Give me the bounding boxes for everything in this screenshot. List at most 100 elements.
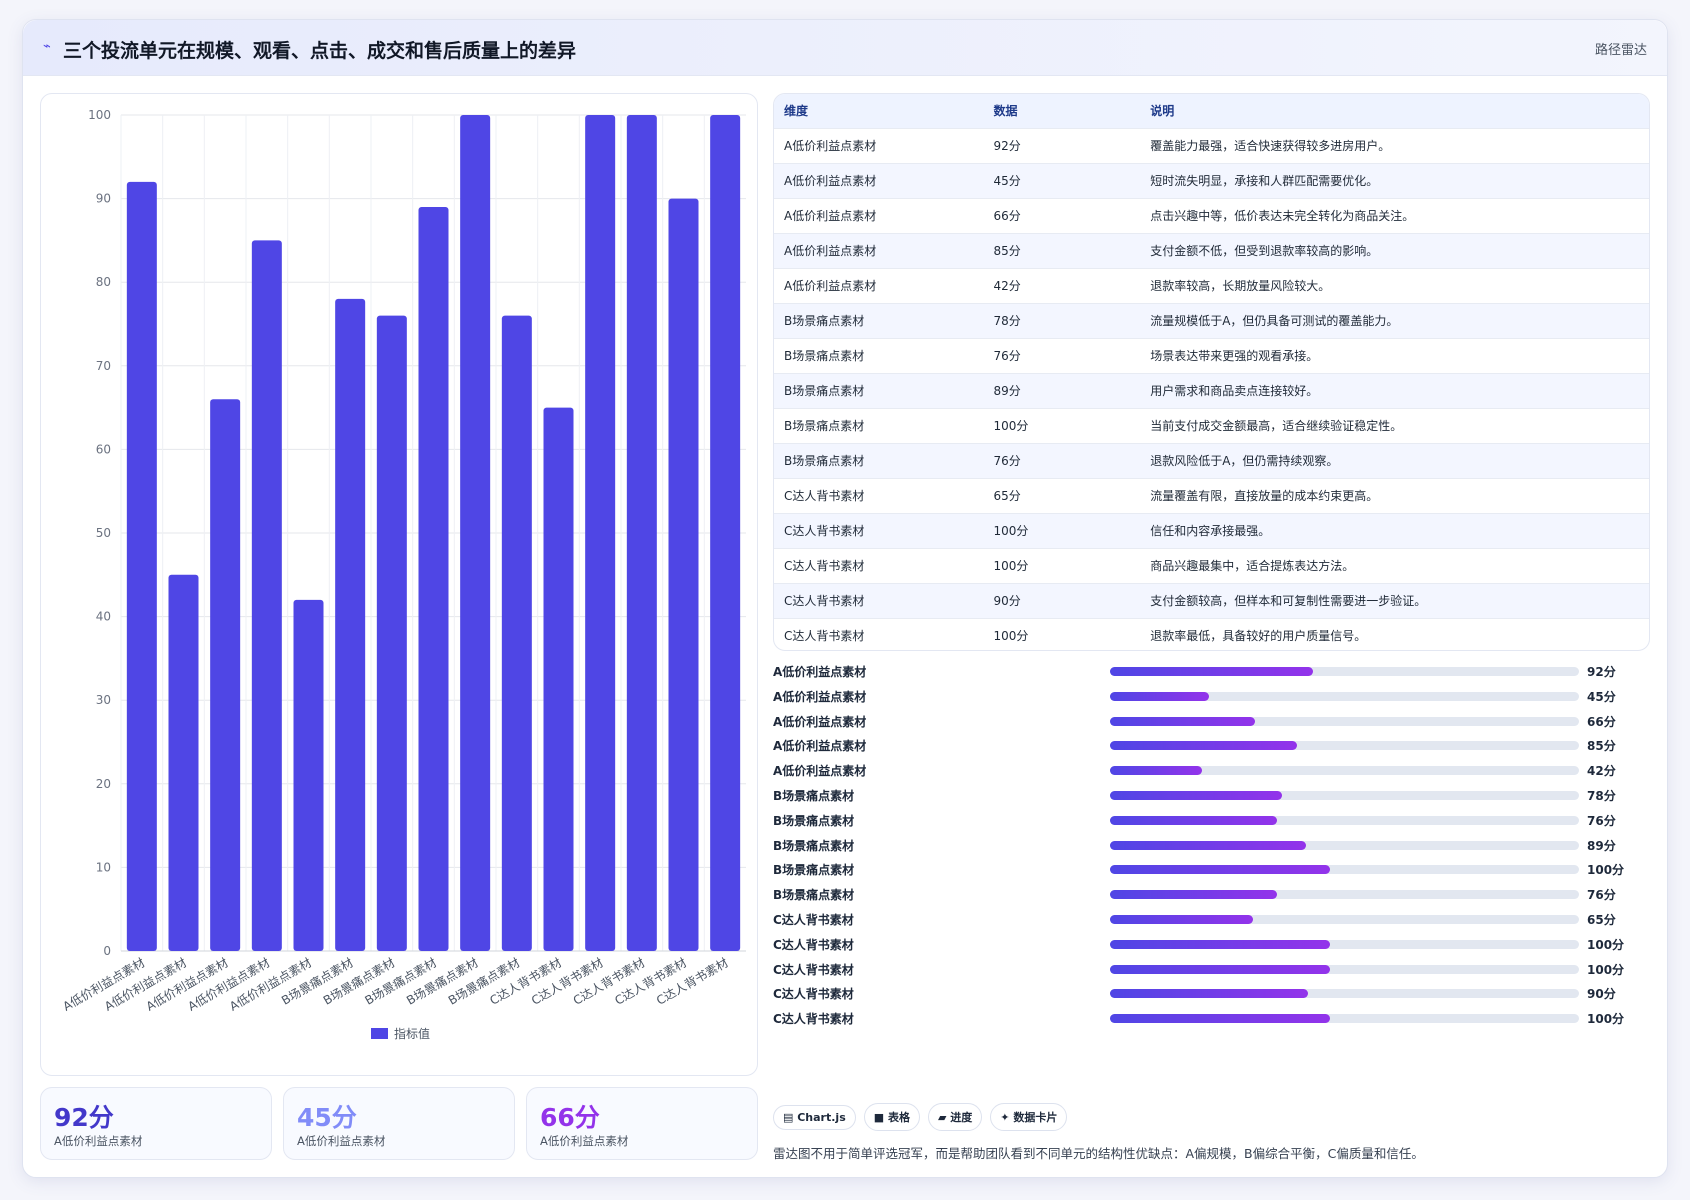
cell: 支付金额不低，但受到退款率较高的影响。 xyxy=(1140,232,1649,268)
cell: C达人背书素材 xyxy=(774,582,984,618)
cell: 65分 xyxy=(983,477,1141,513)
column-header: 维度 xyxy=(774,94,984,128)
progress-value: 100分 xyxy=(1587,863,1625,878)
cell: A低价利益点素材 xyxy=(774,127,984,163)
y-tick-label: 10 xyxy=(96,860,111,874)
progress-track xyxy=(1110,667,1579,676)
cell: 42分 xyxy=(983,267,1141,303)
cell: C达人背书素材 xyxy=(774,477,984,513)
progress-label: A低价利益点素材 xyxy=(773,689,867,704)
kpi-value: 66分 xyxy=(540,1103,600,1132)
legend-swatch xyxy=(371,1028,388,1039)
progress-fill xyxy=(1110,1014,1331,1024)
progress-value: 65分 xyxy=(1587,913,1616,927)
cell: 90分 xyxy=(983,582,1141,618)
progress-fill xyxy=(1110,815,1278,825)
cell: 100分 xyxy=(983,407,1141,443)
y-tick-label: 90 xyxy=(96,192,111,206)
cell: 76分 xyxy=(983,442,1141,478)
tag-label: 数据卡片 xyxy=(1013,1111,1058,1124)
bar xyxy=(710,115,741,951)
table-row: B场景痛点素材 76分 退款风险低于A，但仍需持续观察。 xyxy=(774,442,1649,478)
table-row: A低价利益点素材 92分 覆盖能力最强，适合快速获得较多进房用户。 xyxy=(774,127,1649,163)
y-tick-label: 80 xyxy=(96,275,111,289)
cell: C达人背书素材 xyxy=(774,547,984,583)
bar xyxy=(126,181,157,951)
cell: 92分 xyxy=(983,127,1141,163)
x-tick-label: C达人背书素材 xyxy=(654,955,731,1007)
cell: 流量规模低于A，但仍具备可测试的覆盖能力。 xyxy=(1140,302,1649,338)
progress-value: 90分 xyxy=(1587,987,1616,1002)
bar xyxy=(251,240,282,951)
progress-fill xyxy=(1110,865,1331,875)
cell: A低价利益点素材 xyxy=(774,232,984,268)
y-tick-label: 100 xyxy=(88,108,111,122)
progress-value: 100分 xyxy=(1587,937,1625,952)
kpi-card: 45分 A低价利益点素材 xyxy=(283,1087,515,1160)
tag-label: Chart.js xyxy=(797,1111,846,1124)
progress-track xyxy=(1110,716,1579,726)
tag-label: 进度 xyxy=(950,1111,973,1124)
table-row: C达人背书素材 65分 流量覆盖有限，直接放量的成本约束更高。 xyxy=(774,477,1649,513)
bar xyxy=(418,206,449,952)
tags: ▤ Chart.js ■ 表格 ▰ 进度 ✦ 数据卡片 xyxy=(773,1103,1075,1131)
cell: B场景痛点素材 xyxy=(774,302,984,338)
cell: A低价利益点素材 xyxy=(774,162,984,198)
tag[interactable]: ✦ 数据卡片 xyxy=(990,1103,1068,1131)
progress-value: 100分 xyxy=(1587,1012,1625,1027)
table-row: A低价利益点素材 45分 短时流失明显，承接和人群匹配需要优化。 xyxy=(774,162,1649,198)
progress-fill xyxy=(1110,964,1331,974)
bar xyxy=(585,115,616,951)
progress-label: C达人背书素材 xyxy=(773,987,854,1002)
column-header: 数据 xyxy=(983,94,1141,128)
header-link[interactable]: 路径雷达 xyxy=(1594,43,1647,58)
y-tick-label: 40 xyxy=(96,610,111,624)
bar xyxy=(210,399,241,951)
tag[interactable]: ▤ Chart.js xyxy=(773,1105,856,1130)
kpi-value: 92分 xyxy=(54,1103,114,1132)
progress-track xyxy=(1110,1014,1579,1024)
cell: 退款率较高，长期放量风险较大。 xyxy=(1140,267,1649,303)
progress-track xyxy=(1110,865,1579,875)
kpi-label: A低价利益点素材 xyxy=(54,1134,143,1148)
progress-track xyxy=(1110,815,1579,825)
table-row: B场景痛点素材 78分 流量规模低于A，但仍具备可测试的覆盖能力。 xyxy=(774,302,1649,338)
bar xyxy=(335,298,366,951)
progress-track xyxy=(1110,989,1579,999)
bar xyxy=(460,115,491,951)
kpi-value: 45分 xyxy=(297,1103,357,1132)
progress-value: 100分 xyxy=(1587,962,1625,977)
progress-label: A低价利益点素材 xyxy=(773,739,867,754)
cell: 当前支付成交金额最高，适合继续验证稳定性。 xyxy=(1140,407,1649,443)
progress-fill xyxy=(1110,840,1306,850)
cell: B场景痛点素材 xyxy=(774,337,984,373)
tag[interactable]: ▰ 进度 xyxy=(927,1103,983,1131)
cell: A低价利益点素材 xyxy=(774,267,984,303)
progress-fill xyxy=(1110,890,1278,900)
title: 三个投流单元在规模、观看、点击、成交和售后质量上的差异 xyxy=(63,40,577,62)
y-tick-label: 70 xyxy=(96,359,111,373)
progress-track xyxy=(1110,915,1579,924)
cell: 66分 xyxy=(983,197,1141,233)
progress-fill xyxy=(1110,691,1210,701)
progress-fill xyxy=(1110,915,1254,924)
kpi-card: 92分 A低价利益点素材 xyxy=(40,1087,272,1160)
progress-value: 78分 xyxy=(1587,789,1616,803)
table-row: C达人背书素材 100分 商品兴趣最集中，适合提炼表达方法。 xyxy=(774,547,1649,583)
kpi-label: A低价利益点素材 xyxy=(540,1134,629,1148)
y-tick-label: 50 xyxy=(96,526,111,540)
cell: 流量覆盖有限，直接放量的成本约束更高。 xyxy=(1140,477,1649,513)
progress-value: 42分 xyxy=(1587,764,1616,779)
cell: 覆盖能力最强，适合快速获得较多进房用户。 xyxy=(1140,127,1649,163)
progress-value: 89分 xyxy=(1587,838,1616,853)
progress-track xyxy=(1110,741,1579,751)
progress-value: 76分 xyxy=(1587,813,1616,828)
progress-fill xyxy=(1110,716,1256,726)
progress-label: B场景痛点素材 xyxy=(773,888,855,903)
progress-value: 66分 xyxy=(1587,714,1616,729)
cell: 点击兴趣中等，低价表达未完全转化为商品关注。 xyxy=(1140,197,1649,233)
table-row: A低价利益点素材 85分 支付金额不低，但受到退款率较高的影响。 xyxy=(774,232,1649,268)
progress-label: C达人背书素材 xyxy=(773,937,854,952)
tag[interactable]: ■ 表格 xyxy=(863,1103,920,1131)
